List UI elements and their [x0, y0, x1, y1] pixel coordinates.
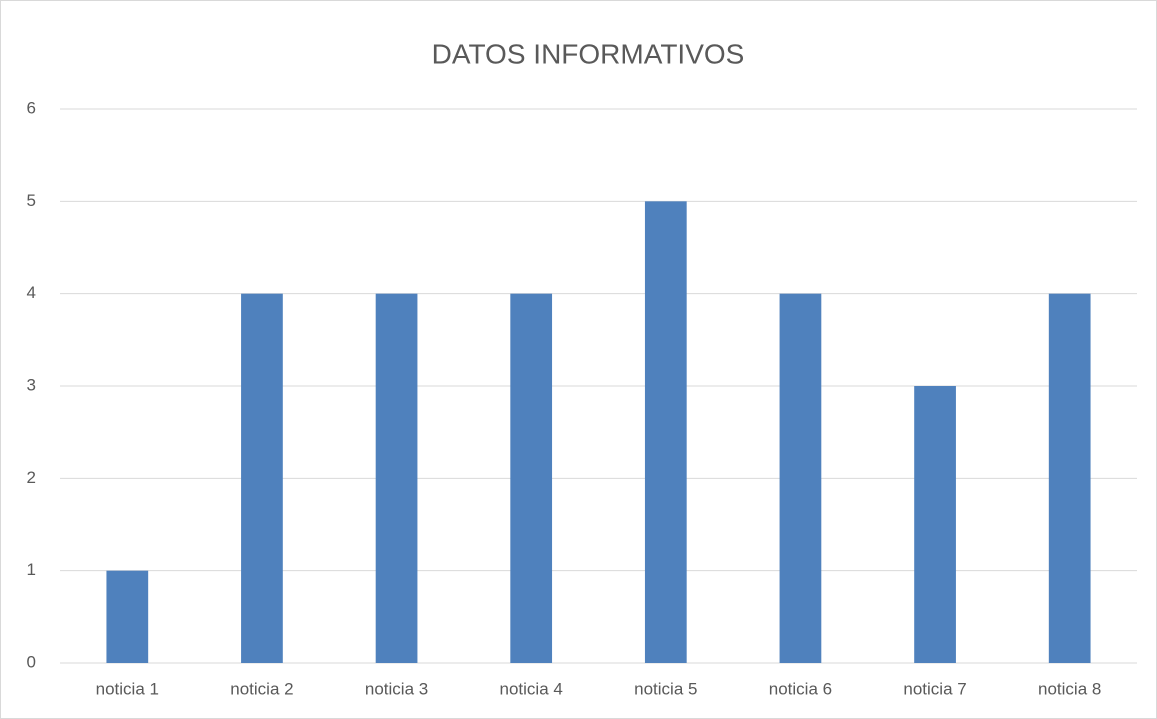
y-tick-label: 4 [27, 283, 36, 302]
bar [510, 293, 553, 663]
y-tick-label: 2 [27, 468, 36, 487]
x-tick-label: noticia 2 [230, 679, 293, 698]
bar [241, 293, 283, 663]
y-tick-label: 5 [27, 191, 36, 210]
x-tick-label: noticia 5 [634, 679, 697, 698]
x-tick-label: noticia 6 [769, 679, 832, 698]
y-tick-label: 3 [27, 375, 36, 394]
x-tick-label: noticia 1 [96, 679, 159, 698]
x-tick-label: noticia 8 [1038, 679, 1101, 698]
bar [1048, 293, 1091, 663]
x-tick-label: noticia 3 [365, 679, 428, 698]
bar [914, 386, 956, 663]
y-tick-label: 6 [27, 98, 36, 117]
y-tick-label: 0 [27, 652, 36, 671]
x-tick-label: noticia 7 [903, 679, 966, 698]
x-tick-label: noticia 4 [500, 679, 563, 698]
bar [375, 293, 418, 663]
chart-title: DATOS INFORMATIVOS [432, 38, 745, 69]
bar [106, 570, 149, 663]
y-tick-label: 1 [27, 560, 36, 579]
bar [644, 201, 687, 664]
bar [779, 293, 822, 663]
